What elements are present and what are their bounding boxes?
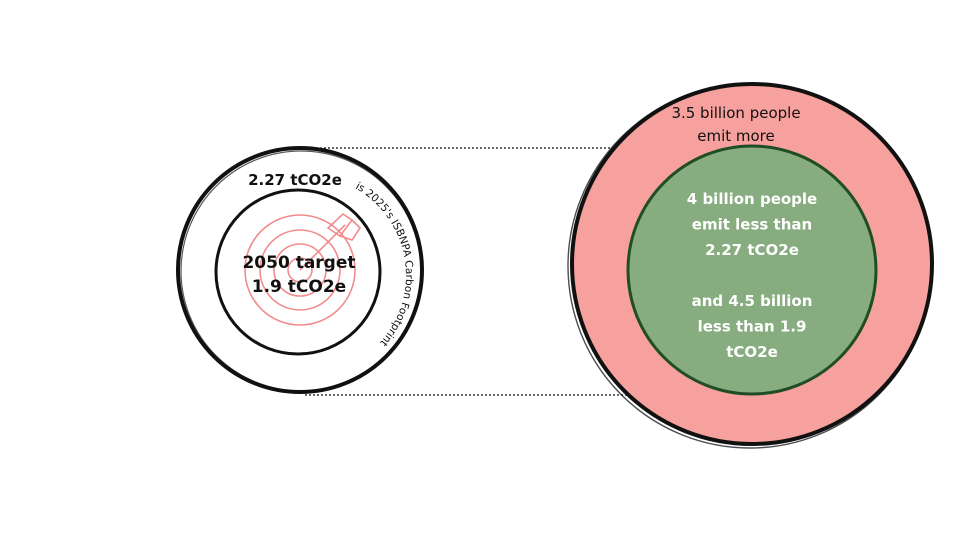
left-target-line1: 2050 target — [242, 253, 355, 273]
right-outer-line1: 3.5 billion people — [671, 104, 800, 122]
right-outer-line2: emit more — [697, 127, 775, 145]
right-inner-line: emit less than — [692, 216, 812, 234]
left-target-line2: 1.9 tCO2e — [252, 277, 346, 297]
left-outer-ring-sketch — [180, 150, 422, 392]
right-inner-line: 2.27 tCO2e — [705, 241, 799, 259]
right-inner-line: tCO2e — [726, 343, 778, 361]
right-outer-circle-sketch — [567, 83, 933, 449]
left-outer-value: 2.27 tCO2e — [248, 171, 342, 189]
left-circle-group: 2.27 tCO2e is 2025's ISBNPA Carbon Footp… — [176, 146, 424, 394]
right-inner-line: and 4.5 billion — [692, 292, 813, 310]
right-inner-circle — [626, 144, 878, 396]
target-with-arrow-icon — [244, 212, 362, 326]
right-inner-line: less than 1.9 — [698, 318, 807, 336]
right-inner-text: 4 billion people emit less than 2.27 tCO2e… — [687, 190, 817, 361]
right-inner-line: 4 billion people — [687, 190, 817, 208]
right-circle-group: 3.5 billion people emit more 4 billion p… — [567, 82, 934, 449]
